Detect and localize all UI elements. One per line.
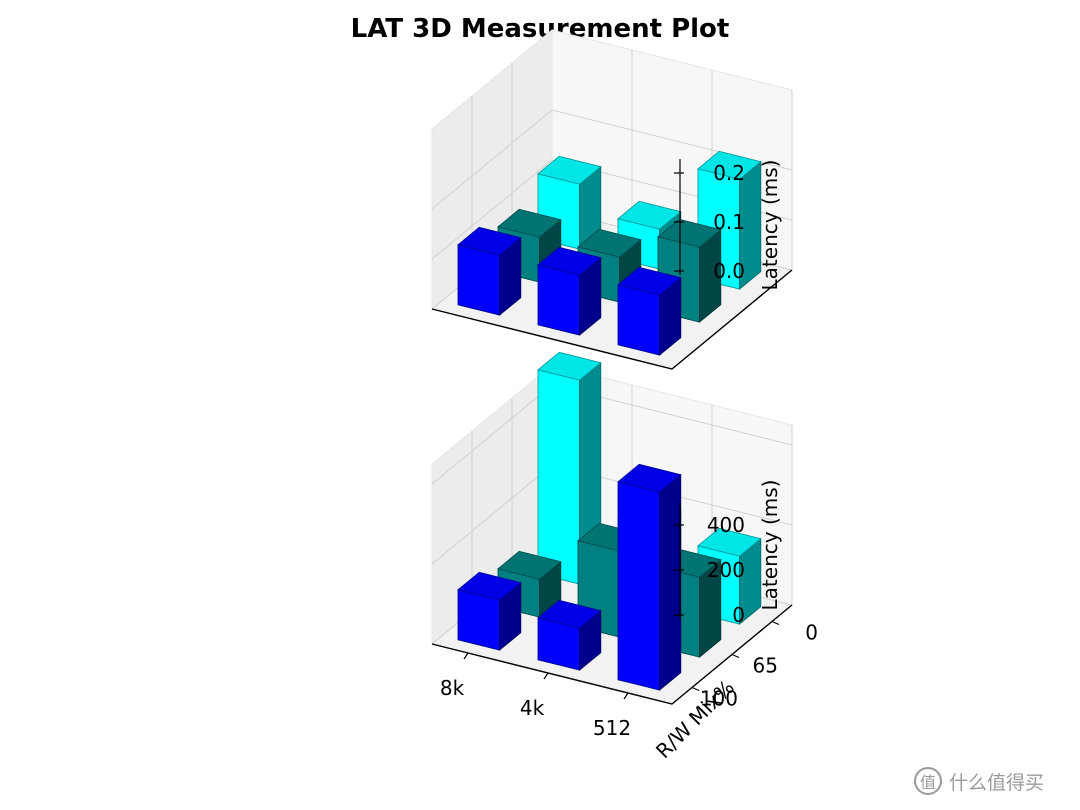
grid-line xyxy=(431,109,793,210)
z-tick-label: 400 xyxy=(707,513,745,537)
x-tick-label: 8k xyxy=(440,676,465,700)
bar xyxy=(537,351,602,585)
z-tick-label: 200 xyxy=(707,558,745,582)
bar xyxy=(537,599,602,671)
bar xyxy=(537,246,602,336)
z-tick-label: 0 xyxy=(732,603,745,627)
watermark-text: 什么值得买 xyxy=(949,772,1044,794)
bar xyxy=(617,463,682,691)
z-tick-label: 0.0 xyxy=(713,259,745,283)
chart-top: 0.0 0.1 0.2 Latency (ms) xyxy=(430,28,794,370)
base-axis xyxy=(431,604,793,705)
bar xyxy=(457,571,522,651)
x-tick xyxy=(463,652,469,660)
z-axis-label: Latency (ms) xyxy=(758,480,782,611)
y-tick xyxy=(731,653,740,659)
x-tick-label: 512 xyxy=(593,716,631,740)
bar xyxy=(617,266,682,356)
svg-text:值: 值 xyxy=(920,773,936,792)
base-axis xyxy=(431,269,793,370)
y-tick-label: 0 xyxy=(805,621,818,645)
z-tick-label: 0.2 xyxy=(713,161,745,185)
y-tick xyxy=(691,686,700,692)
y-tick-label: 65 xyxy=(753,654,778,678)
z-tick-label: 0.1 xyxy=(713,210,745,234)
z-axis-label: Latency (ms) xyxy=(758,160,782,291)
y-tick-label: 100 xyxy=(700,687,738,711)
watermark: 值 什么值得买 xyxy=(914,767,1044,795)
zhi-logo-icon: 值 xyxy=(914,767,942,795)
bar xyxy=(457,226,522,316)
x-tick xyxy=(543,672,549,680)
plot-title: LAT 3D Measurement Plot xyxy=(351,14,730,44)
y-tick xyxy=(771,620,780,626)
x-tick-label: 4k xyxy=(520,696,545,720)
x-tick xyxy=(623,692,629,700)
